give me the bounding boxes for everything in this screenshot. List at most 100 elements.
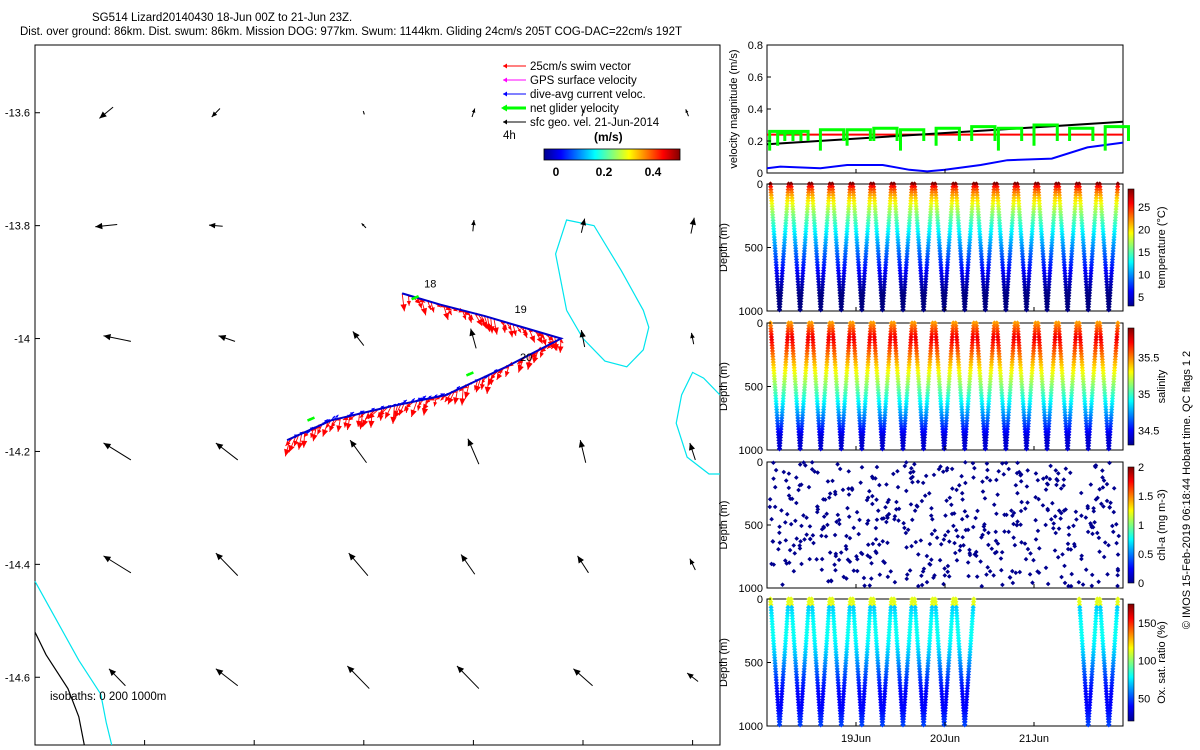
geo-vector bbox=[208, 222, 223, 229]
legend-scale-label: 4h bbox=[503, 130, 516, 142]
temperature-colorbar-tick: 15 bbox=[1138, 247, 1150, 259]
swim-vector bbox=[336, 418, 342, 433]
salinity-colorbar-tick: 34.5 bbox=[1138, 425, 1159, 437]
oxygen-colorbar-tick: 100 bbox=[1138, 656, 1156, 668]
colorbar-tick-04: 0.4 bbox=[645, 165, 662, 179]
colorbar-tick-0: 0 bbox=[553, 165, 560, 179]
swim-vector bbox=[488, 317, 495, 334]
salinity-ylabel: Depth (m) bbox=[718, 362, 730, 411]
glider-track: 18 19 20 bbox=[284, 279, 564, 457]
figure-title: SG514 Lizard20140430 18-Jun 00Z to 21-Ju… bbox=[92, 12, 353, 24]
swim-vector bbox=[504, 365, 510, 377]
chlorophyll-colorbar bbox=[1127, 466, 1135, 584]
swim-vector bbox=[512, 324, 517, 337]
temperature-colorbar-label: temperature (°C) bbox=[1156, 206, 1168, 288]
chlorophyll-colorbar-tick: 0.5 bbox=[1138, 549, 1153, 561]
temperature-ylabel: Depth (m) bbox=[718, 223, 730, 272]
net-velocity-vector bbox=[411, 295, 420, 301]
isobath-contour_0_c bbox=[34, 581, 113, 746]
map-ytick-label: -14.2 bbox=[5, 446, 30, 458]
swim-vector bbox=[525, 354, 532, 370]
map-ytick-label: -14 bbox=[14, 334, 30, 346]
geo-vector bbox=[103, 442, 132, 461]
track-line bbox=[286, 292, 564, 442]
geo-vector bbox=[352, 331, 365, 346]
swim-vector bbox=[485, 316, 492, 332]
oxygen-colorbar-tick: 50 bbox=[1138, 693, 1150, 705]
swim-vector bbox=[310, 428, 314, 438]
geo-vector bbox=[471, 219, 476, 232]
map-ytick-label: -13.8 bbox=[5, 221, 30, 233]
oxygen-ytick-label: 1000 bbox=[739, 721, 763, 733]
swim-vector bbox=[393, 404, 399, 417]
swim-vector bbox=[502, 321, 507, 333]
profile-panel-chlorophyll: 0 500 1000 Depth (m) 0 0.5 1 1.5 2 chl-a (mg m-3) bbox=[718, 457, 1168, 595]
geo-vector bbox=[95, 222, 118, 230]
swim-vector bbox=[378, 408, 384, 421]
swim-vector bbox=[467, 311, 473, 323]
swim-vector bbox=[416, 400, 422, 411]
velocity-ytick-label: 0 bbox=[757, 168, 763, 180]
swim-vector bbox=[484, 374, 491, 394]
swim-vector bbox=[427, 300, 432, 311]
temperature-colorbar bbox=[1127, 188, 1135, 307]
swim-vector bbox=[517, 359, 522, 370]
chlorophyll-colorbar-tick: 2 bbox=[1138, 462, 1144, 474]
geo-vector bbox=[689, 217, 696, 234]
geo-vector bbox=[218, 335, 236, 342]
swim-vector bbox=[557, 338, 564, 353]
map-ticks: 145.8146146.2146.4146.6146.8-13.6-13.8-1… bbox=[5, 108, 694, 745]
oxygen-ylabel: Depth (m) bbox=[718, 638, 730, 687]
swim-vector bbox=[368, 410, 375, 428]
velocity-series-geo bbox=[766, 120, 1124, 146]
swim-vector bbox=[489, 373, 494, 385]
salinity-ytick-label: 500 bbox=[745, 382, 763, 394]
chlorophyll-colorbar-label: chl-a (mg m-3) bbox=[1156, 489, 1168, 561]
geo-vector bbox=[99, 106, 114, 119]
profile-panel-salinity: 0 500 1000 Depth (m) 34.5 35 35.5 salinity bbox=[718, 318, 1168, 457]
isobath-contour_200 bbox=[34, 631, 85, 746]
geo-vector bbox=[580, 218, 587, 233]
geo-vector bbox=[347, 665, 370, 689]
day-label: 20 bbox=[520, 352, 532, 364]
geo-vector bbox=[348, 552, 369, 576]
velocity-ytick-label: 0.2 bbox=[748, 136, 763, 148]
legend-swim: 25cm/s swim vector bbox=[530, 61, 631, 73]
isobath-label: isobaths: 0 200 1000m bbox=[50, 691, 166, 703]
velocity-ylabel: velocity magnitude (m/s) bbox=[728, 49, 740, 168]
swim-vector bbox=[532, 351, 537, 363]
velocity-series-net bbox=[768, 123, 1130, 151]
geo-vector bbox=[578, 440, 587, 463]
swim-vector bbox=[343, 416, 348, 428]
swim-vector bbox=[417, 297, 423, 309]
salinity-ytick-label: 1000 bbox=[739, 445, 763, 457]
swim-vector bbox=[496, 367, 504, 381]
geo-vector bbox=[581, 109, 585, 117]
legend-dac: dive-avg current veloc. bbox=[530, 89, 646, 101]
swim-vector bbox=[390, 405, 397, 424]
figure-subtitle: Dist. over ground: 86km. Dist. swum: 86k… bbox=[20, 26, 683, 38]
swim-vector bbox=[453, 389, 460, 405]
salinity-colorbar-tick: 35 bbox=[1138, 389, 1150, 401]
velocity-ytick-label: 0.8 bbox=[748, 40, 763, 52]
chlorophyll-colorbar-tick: 1.5 bbox=[1138, 491, 1153, 503]
swim-vector bbox=[479, 377, 485, 390]
geo-vector bbox=[689, 558, 696, 571]
profile-panel-temperature: 0 500 1000 Depth (m) 5 10 15 20 25 temperature (°… bbox=[718, 179, 1168, 318]
date-tick-label: 20Jun bbox=[930, 733, 960, 745]
swim-vector bbox=[473, 380, 479, 391]
oxygen-colorbar-tick: 150 bbox=[1138, 618, 1156, 630]
net-velocity-vector bbox=[465, 371, 474, 377]
swim-vector bbox=[433, 396, 438, 407]
swim-vector bbox=[284, 438, 291, 457]
geo-vector bbox=[577, 555, 589, 574]
swim-vector bbox=[464, 384, 470, 399]
temperature-colorbar-tick: 5 bbox=[1138, 292, 1144, 304]
geo-vector bbox=[215, 442, 239, 461]
swim-vector bbox=[322, 421, 329, 437]
day-label: 19 bbox=[515, 304, 527, 316]
temperature-ytick-label: 1000 bbox=[739, 306, 763, 318]
geo-vector bbox=[689, 442, 696, 461]
swim-vector bbox=[362, 411, 370, 428]
temperature-ytick-label: 0 bbox=[757, 179, 763, 191]
